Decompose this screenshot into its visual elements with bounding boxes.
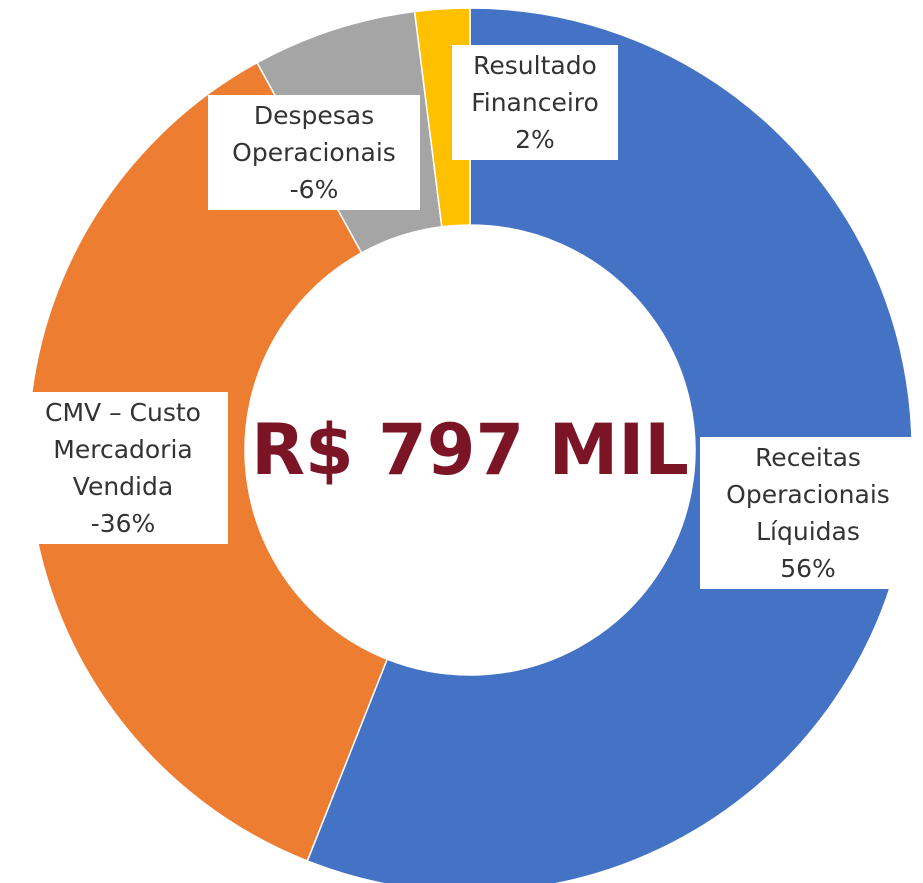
value-label: -36% xyxy=(90,509,156,538)
center-text: R$ 797 MIL xyxy=(251,409,689,491)
data-label: Despesas Operacionais -6% xyxy=(208,95,420,210)
value-label: 2% xyxy=(515,125,555,154)
slice xyxy=(306,7,913,883)
category-label: Receitas Operacionais Líquidas xyxy=(726,443,890,546)
value-label: -6% xyxy=(289,175,339,204)
data-label: CMV – Custo Mercadoria Vendida -36% xyxy=(18,392,228,544)
category-label: Despesas Operacionais xyxy=(232,101,396,167)
category-label: CMV – Custo Mercadoria Vendida xyxy=(45,398,201,501)
data-label: Resultado Financeiro 2% xyxy=(452,45,618,160)
value-label: 56% xyxy=(780,554,836,583)
category-label: Resultado Financeiro xyxy=(471,51,599,117)
data-label: Receitas Operacionais Líquidas 56% xyxy=(700,437,916,589)
